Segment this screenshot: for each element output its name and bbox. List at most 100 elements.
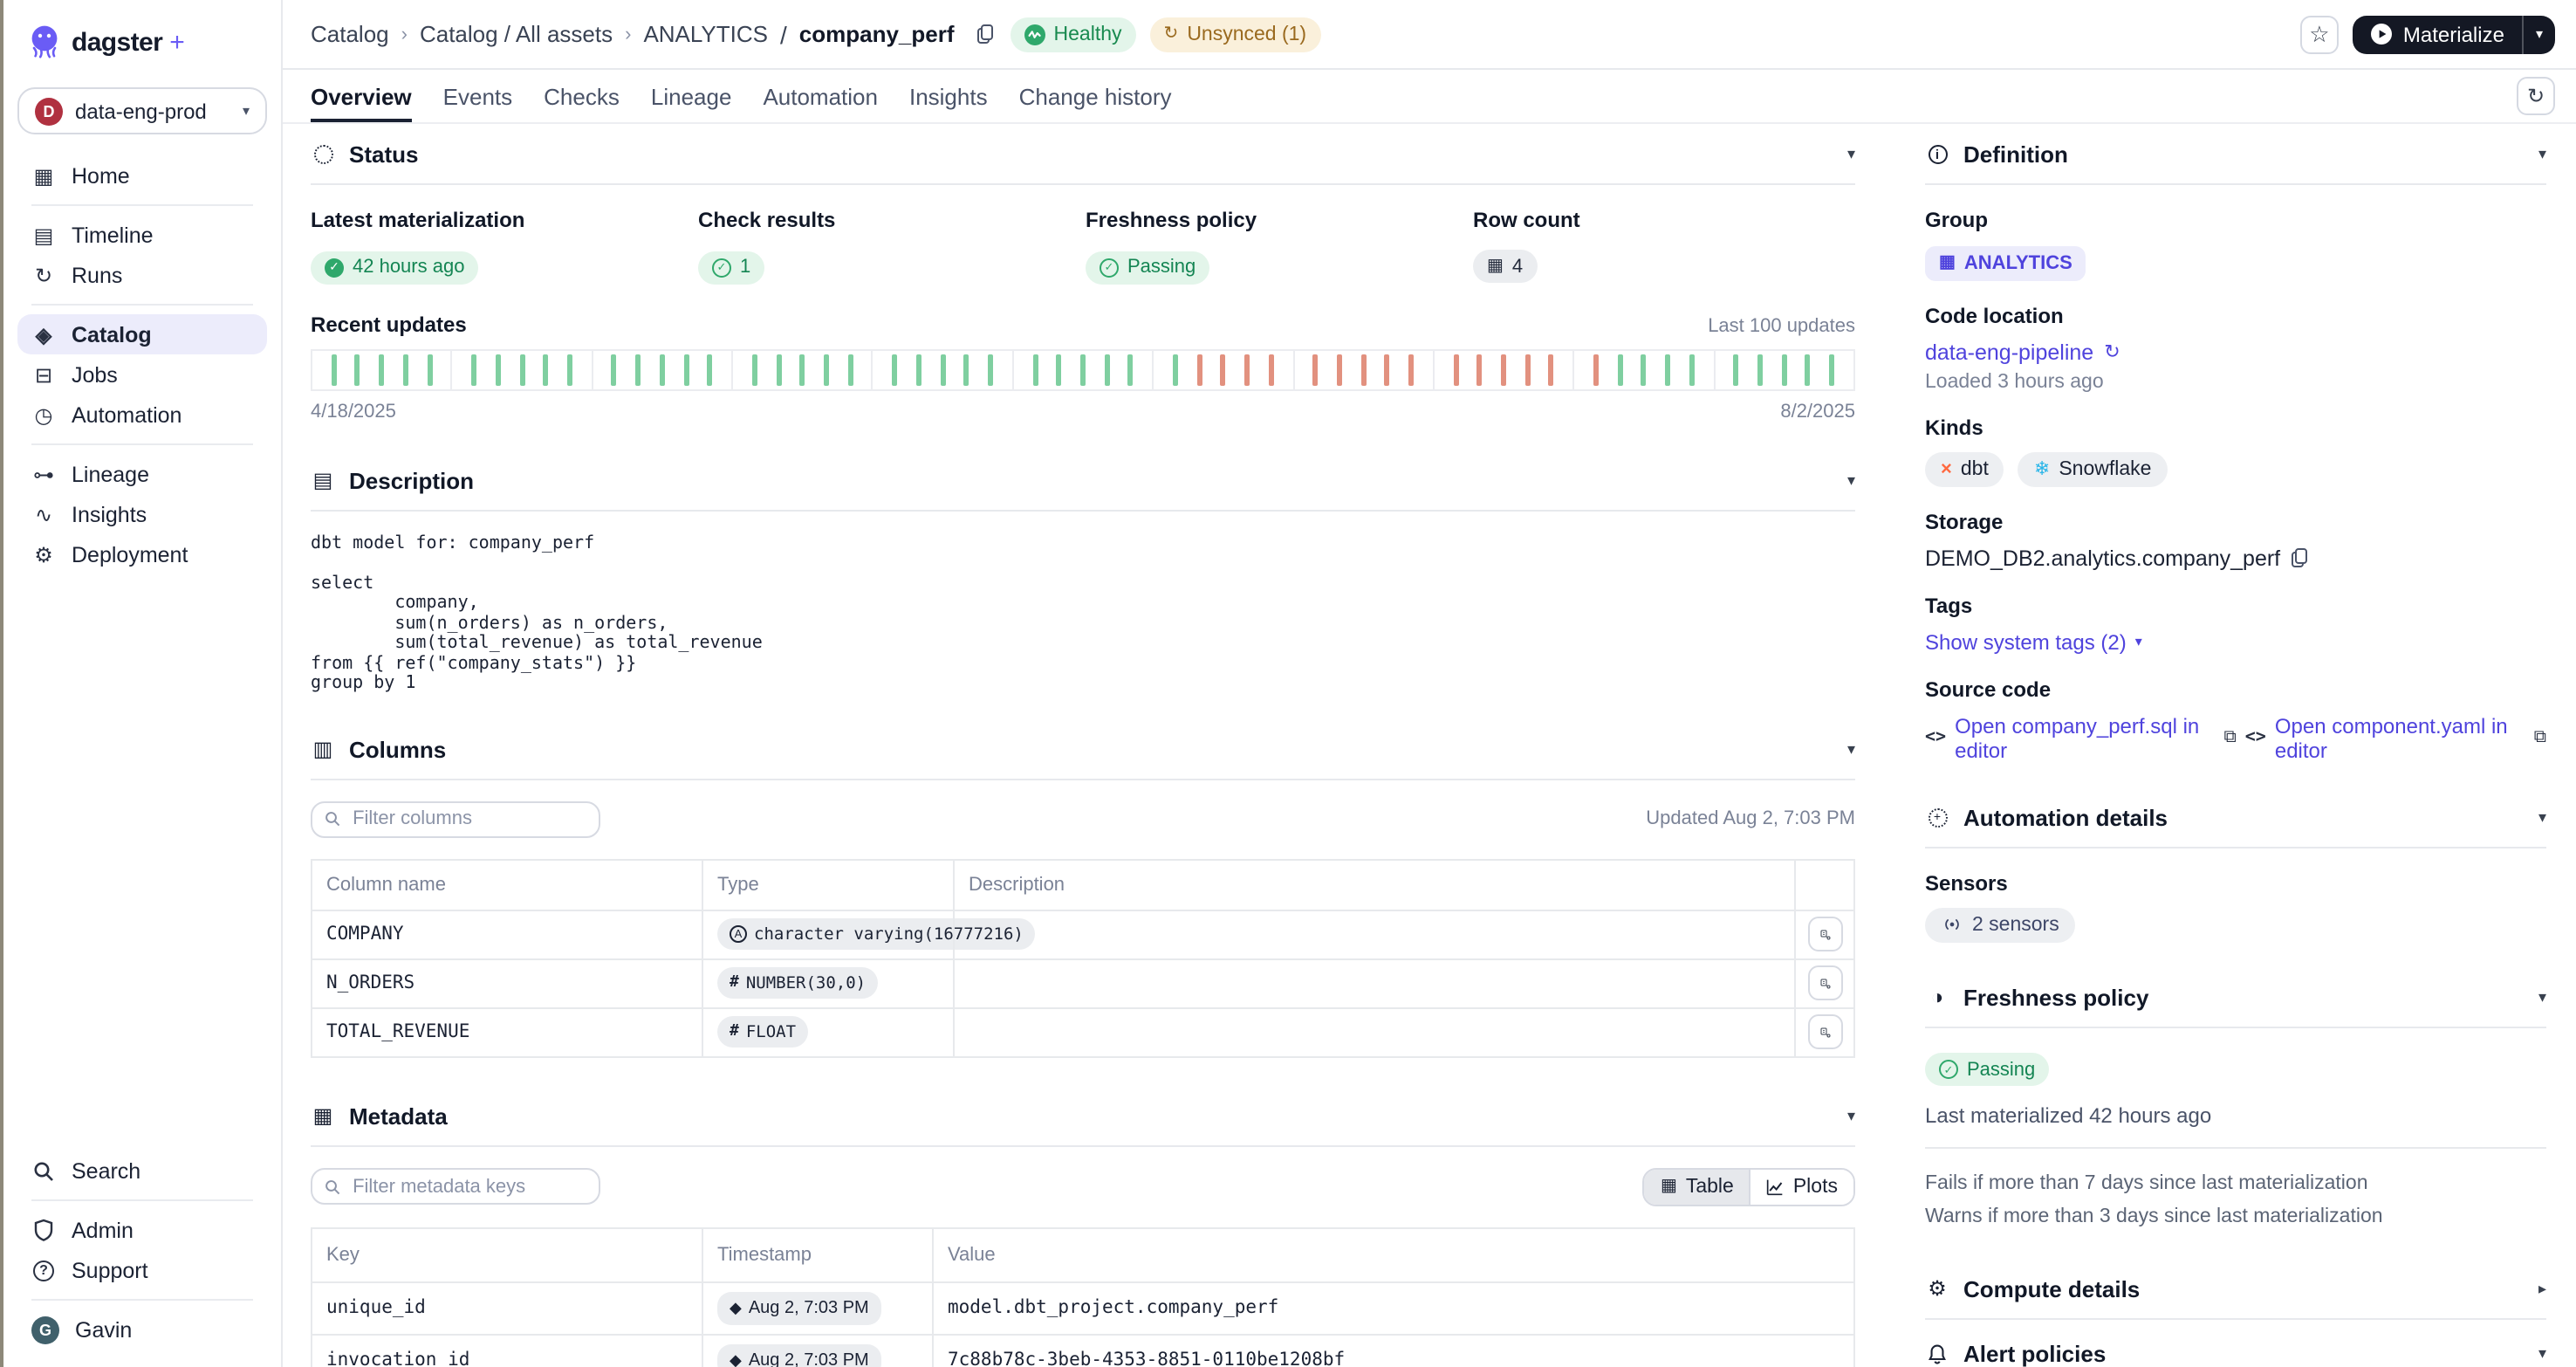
update-bar-success[interactable]	[659, 354, 665, 385]
open-yaml-link[interactable]: Open component.yaml in editor	[2274, 713, 2508, 762]
collapse-caret-icon[interactable]: ▾	[1846, 1106, 1855, 1123]
column-lineage-button[interactable]	[1807, 1014, 1842, 1049]
update-bar-success[interactable]	[1127, 354, 1134, 385]
sidebar-item-user[interactable]: G Gavin	[3, 1309, 281, 1350]
update-bar-failure[interactable]	[1268, 354, 1274, 385]
update-bar-success[interactable]	[751, 354, 757, 385]
update-bar-success[interactable]	[1056, 354, 1062, 385]
update-bar-success[interactable]	[892, 354, 898, 385]
breadcrumb-all-assets[interactable]: Catalog / All assets	[419, 21, 613, 47]
materialize-button[interactable]: Materialize ▾	[2352, 15, 2555, 53]
sidebar-item-admin[interactable]: Admin	[3, 1210, 281, 1250]
copy-icon[interactable]	[976, 24, 993, 44]
group-badge[interactable]: ▦ ANALYTICS	[1925, 245, 2086, 280]
sensors-badge[interactable]: 2 sensors	[1925, 907, 2075, 942]
expand-caret-icon[interactable]: ▸	[2538, 1279, 2546, 1297]
update-bar-success[interactable]	[1829, 354, 1835, 385]
row-count-chip[interactable]: ▦ 4	[1473, 250, 1538, 283]
update-bar-success[interactable]	[1665, 354, 1671, 385]
update-bar-success[interactable]	[915, 354, 921, 385]
update-bar-success[interactable]	[1733, 354, 1739, 385]
update-bar-success[interactable]	[379, 354, 385, 385]
update-bar-failure[interactable]	[1408, 354, 1415, 385]
tab-change-history[interactable]: Change history	[1018, 83, 1172, 109]
update-bar-failure[interactable]	[1244, 354, 1250, 385]
sidebar-item-lineage[interactable]: ⊶ Lineage	[3, 454, 281, 494]
sidebar-item-catalog[interactable]: ◈ Catalog	[17, 314, 267, 354]
tab-automation[interactable]: Automation	[763, 83, 878, 109]
copy-icon[interactable]	[2291, 548, 2307, 567]
health-status-badge[interactable]: Healthy	[1010, 17, 1136, 52]
sidebar-item-home[interactable]: ▦ Home	[3, 155, 281, 196]
collapse-caret-icon[interactable]: ▾	[1846, 739, 1855, 757]
update-bar-failure[interactable]	[1360, 354, 1367, 385]
collapse-caret-icon[interactable]: ▾	[2538, 1343, 2546, 1362]
update-bar-success[interactable]	[1104, 354, 1110, 385]
workspace-selector[interactable]: D data-eng-prod ▾	[17, 87, 267, 134]
update-bar-failure[interactable]	[1501, 354, 1507, 385]
update-bar-success[interactable]	[1032, 354, 1038, 385]
update-bar-success[interactable]	[1079, 354, 1086, 385]
column-lineage-button[interactable]	[1807, 965, 1842, 1000]
kind-dbt[interactable]: × dbt	[1925, 451, 2004, 486]
timestamp-chip[interactable]: ◆ Aug 2, 7:03 PM	[717, 1291, 881, 1324]
update-bar-success[interactable]	[331, 354, 337, 385]
filter-metadata-input[interactable]	[349, 1174, 586, 1199]
sidebar-item-support[interactable]: ? Support	[3, 1250, 281, 1290]
update-bar-success[interactable]	[543, 354, 549, 385]
update-bar-success[interactable]	[611, 354, 617, 385]
update-bar-failure[interactable]	[1196, 354, 1202, 385]
update-bar-success[interactable]	[402, 354, 408, 385]
refresh-button[interactable]: ↻	[2517, 77, 2555, 115]
update-bar-success[interactable]	[519, 354, 525, 385]
kind-snowflake[interactable]: ❄ Snowflake	[2018, 451, 2168, 486]
collapse-caret-icon[interactable]: ▾	[2538, 145, 2546, 162]
freshness-status-chip[interactable]: ✓ Passing	[1925, 1053, 2050, 1086]
update-bar-success[interactable]	[1805, 354, 1811, 385]
collapse-caret-icon[interactable]: ▾	[1846, 145, 1855, 162]
favorite-button[interactable]: ☆	[2299, 15, 2339, 53]
tab-insights[interactable]: Insights	[908, 83, 988, 109]
materialization-chip[interactable]: ✓ 42 hours ago	[311, 251, 479, 284]
update-bar-failure[interactable]	[1312, 354, 1319, 385]
update-bar-success[interactable]	[566, 354, 572, 385]
tab-lineage[interactable]: Lineage	[650, 83, 732, 109]
update-bar-success[interactable]	[1781, 354, 1787, 385]
update-bar-success[interactable]	[427, 354, 433, 385]
show-system-tags-link[interactable]: Show system tags (2)	[1925, 629, 2127, 654]
collapse-caret-icon[interactable]: ▾	[2538, 807, 2546, 825]
update-bar-success[interactable]	[707, 354, 713, 385]
materialize-dropdown-button[interactable]: ▾	[2521, 15, 2555, 53]
update-bar-failure[interactable]	[1220, 354, 1226, 385]
sidebar-item-automation[interactable]: ◷ Automation	[3, 395, 281, 435]
update-bar-success[interactable]	[683, 354, 689, 385]
update-bar-success[interactable]	[847, 354, 853, 385]
view-toggle-plots[interactable]: Plots	[1749, 1169, 1853, 1204]
sidebar-item-runs[interactable]: ↻ Runs	[3, 255, 281, 295]
update-bar-failure[interactable]	[1593, 354, 1599, 385]
update-bar-success[interactable]	[776, 354, 782, 385]
update-bar-success[interactable]	[1641, 354, 1647, 385]
update-bar-failure[interactable]	[1548, 354, 1554, 385]
update-bar-success[interactable]	[1689, 354, 1695, 385]
column-lineage-button[interactable]	[1807, 917, 1842, 951]
sidebar-item-timeline[interactable]: ▤ Timeline	[3, 215, 281, 255]
view-toggle-table[interactable]: ▦ Table	[1644, 1169, 1750, 1204]
update-bar-failure[interactable]	[1524, 354, 1531, 385]
collapse-caret-icon[interactable]: ▾	[2538, 987, 2546, 1005]
freshness-chip[interactable]: ✓ Passing	[1086, 251, 1210, 284]
update-bar-failure[interactable]	[1384, 354, 1390, 385]
reload-icon[interactable]: ↻	[2104, 342, 2120, 363]
sidebar-item-search[interactable]: Search	[3, 1151, 281, 1191]
update-bar-success[interactable]	[471, 354, 477, 385]
sidebar-item-jobs[interactable]: ⊟ Jobs	[3, 354, 281, 395]
tab-overview[interactable]: Overview	[311, 70, 412, 122]
update-bar-success[interactable]	[963, 354, 969, 385]
update-bar-success[interactable]	[1617, 354, 1623, 385]
open-sql-link[interactable]: Open company_perf.sql in editor	[1955, 713, 2200, 762]
update-bar-success[interactable]	[635, 354, 641, 385]
update-bar-failure[interactable]	[1476, 354, 1483, 385]
update-bar-success[interactable]	[495, 354, 501, 385]
filter-columns-input[interactable]	[349, 807, 586, 831]
update-bar-success[interactable]	[1172, 354, 1178, 385]
